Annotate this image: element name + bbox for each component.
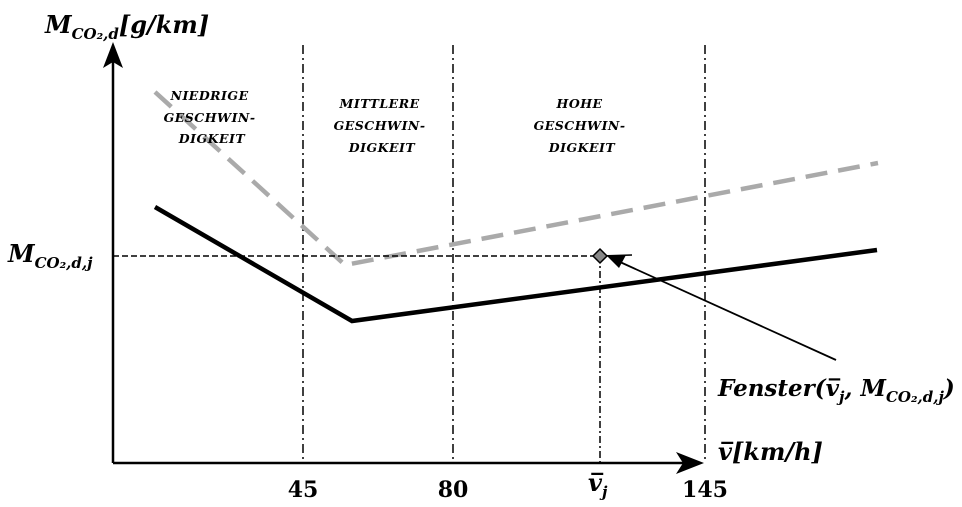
x-tick-label: 145 [682,477,728,503]
window-annotation-label: Fenster(v̅j, MCO₂,d,j) [717,375,955,406]
y-marker-label: MCO₂,d,j [7,239,93,272]
annotation-arrow [619,261,837,361]
solid-curve [153,205,878,324]
x-tick-label: 80 [438,477,469,503]
zone-label-high: HOHE GESCHWIN- DIGKEIT [534,96,631,155]
zone-label-medium: MITTLERE GESCHWIN- DIGKEIT [334,96,431,155]
y-axis-arrow-icon [103,42,123,68]
y-axis-title: MCO₂,d[g/km] [44,10,209,43]
x-marker-label: v̅j [588,468,608,501]
window-point-marker [591,247,609,265]
annotation-arrowhead-icon [607,255,626,268]
dashed-curve [153,90,879,268]
x-axis-arrow-icon [676,452,704,474]
zone-label-low: NIEDRIGE GESCHWIN- DIGKEIT [164,88,261,146]
x-tick-label: 45 [288,477,319,503]
x-axis-title: v̅[km/h] [718,437,823,466]
